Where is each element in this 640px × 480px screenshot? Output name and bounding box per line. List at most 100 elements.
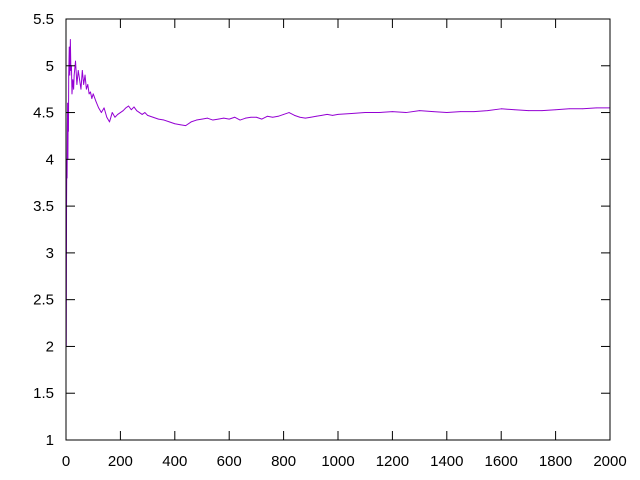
data-point (196, 119, 197, 121)
data-point (234, 116, 236, 118)
data-point (103, 107, 105, 109)
data-point (125, 107, 127, 109)
x-tick-label: 1400 (430, 453, 463, 470)
data-point (98, 107, 100, 109)
series-layer (65, 39, 611, 347)
data-point (528, 110, 529, 112)
series-points (65, 39, 611, 347)
data-point (351, 113, 352, 114)
data-point (239, 119, 241, 121)
data-point (68, 46, 70, 48)
y-tick-label: 5 (46, 58, 54, 75)
data-point (86, 88, 87, 90)
data-point (69, 39, 71, 40)
data-point (79, 79, 80, 81)
data-point (555, 109, 556, 111)
data-point (392, 111, 393, 113)
data-point (288, 112, 290, 113)
data-point (405, 112, 407, 113)
x-tick-label: 400 (162, 453, 187, 470)
data-point (81, 70, 83, 71)
data-point (139, 112, 140, 113)
data-point (117, 114, 119, 115)
data-point (72, 79, 74, 81)
data-point (460, 111, 461, 113)
x-tick-label: 0 (62, 453, 70, 470)
data-point (364, 112, 366, 113)
data-point (514, 109, 516, 111)
data-point (596, 107, 597, 109)
data-point (130, 109, 132, 111)
data-point (256, 116, 257, 118)
data-point (487, 110, 488, 112)
x-tick-label: 1000 (321, 453, 354, 470)
data-point (73, 74, 75, 76)
data-point (337, 114, 339, 115)
y-tick-label: 4.5 (33, 105, 54, 122)
data-point (114, 116, 116, 118)
data-point (128, 105, 129, 107)
data-point (332, 114, 333, 116)
data-point (84, 74, 86, 76)
data-point (141, 114, 143, 115)
data-point (310, 116, 312, 118)
series-line (65, 39, 610, 347)
data-point (158, 118, 159, 120)
data-point (272, 116, 274, 118)
y-tick-label: 2.5 (33, 292, 54, 309)
data-point (83, 84, 85, 85)
y-tick-label: 1.5 (33, 385, 54, 402)
y-tick-label: 1 (46, 432, 54, 449)
data-point (90, 91, 91, 93)
data-point (147, 114, 149, 116)
data-point (223, 117, 225, 119)
x-tick-label: 1800 (539, 453, 572, 470)
data-point (152, 116, 154, 118)
data-point (88, 93, 90, 95)
y-tick-label: 3.5 (33, 198, 54, 215)
data-point (76, 84, 78, 85)
y-tick-label: 4 (46, 151, 54, 168)
x-tick-label: 2000 (593, 453, 626, 470)
data-point (80, 88, 82, 90)
data-point (201, 118, 203, 120)
data-point (73, 88, 75, 90)
data-point (75, 60, 76, 62)
x-tick-label: 1200 (376, 453, 409, 470)
data-point (120, 112, 121, 113)
data-point (326, 114, 328, 115)
y-tick-label: 5.5 (33, 11, 54, 28)
data-point (133, 106, 135, 108)
data-point (500, 108, 502, 110)
data-point (277, 115, 279, 117)
y-axis-tick-labels: 1 1.5 2 2.5 3 3.5 4 4.5 5 5.5 (33, 11, 54, 449)
x-tick-label: 600 (217, 453, 242, 470)
data-point (109, 121, 110, 123)
data-point (122, 110, 124, 112)
data-point (299, 116, 301, 118)
data-point (419, 110, 420, 112)
data-point (66, 130, 68, 132)
data-point (568, 108, 570, 110)
data-point (473, 111, 475, 113)
data-point (111, 112, 113, 113)
data-point (69, 74, 71, 76)
data-point (185, 125, 187, 127)
data-point (283, 114, 284, 115)
data-point (304, 117, 306, 119)
data-point (432, 111, 434, 113)
data-point (70, 70, 72, 71)
data-point (95, 100, 97, 102)
data-point (261, 118, 263, 120)
data-point (294, 114, 295, 116)
x-axis-tick-labels: 0 200 400 600 800 1000 1200 1400 1600 1800 2000 (62, 453, 627, 470)
data-point (266, 115, 268, 117)
data-point (378, 112, 380, 113)
data-point (68, 130, 69, 132)
y-tick-label: 3 (46, 245, 54, 262)
x-tick-label: 800 (271, 453, 296, 470)
data-point (144, 112, 146, 113)
data-point (106, 116, 108, 118)
x-tick-label: 200 (108, 453, 133, 470)
data-point (136, 110, 138, 112)
